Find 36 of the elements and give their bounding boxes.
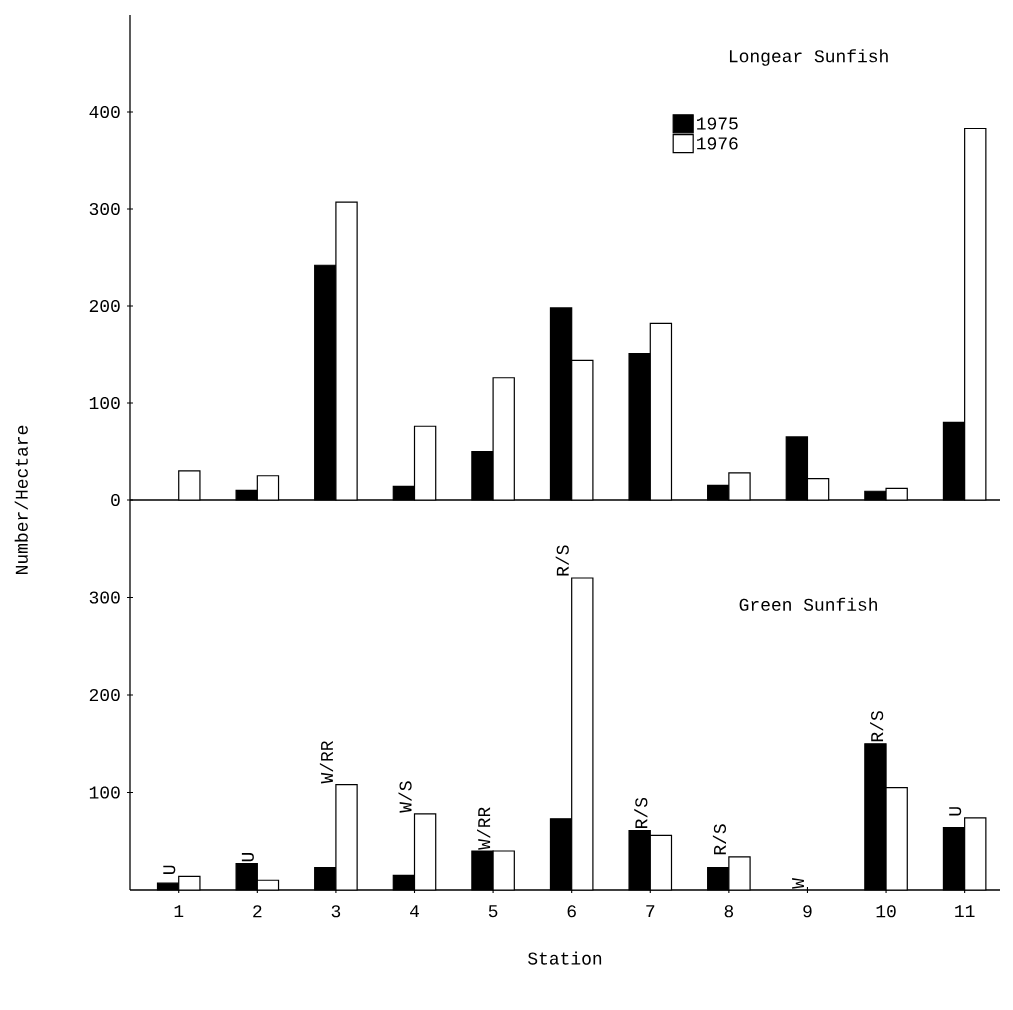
annotation: U xyxy=(241,852,254,862)
x-tick-label: 6 xyxy=(567,905,576,918)
x-tick-label: 9 xyxy=(803,905,812,918)
annotation: W/RR xyxy=(319,740,334,784)
x-tick-label: 2 xyxy=(253,905,262,918)
x-tick-label: 5 xyxy=(488,905,498,918)
annotation: R/S xyxy=(712,824,727,855)
y-tick-label: 400 xyxy=(89,105,120,119)
x-tick-label: 7 xyxy=(646,905,655,917)
x-tick-label: 1 xyxy=(174,905,184,917)
x-tick-label: 8 xyxy=(724,905,734,918)
annotation: R/S xyxy=(870,711,884,742)
y-tick-label: 100 xyxy=(89,396,120,410)
annotation: W/S xyxy=(398,781,412,813)
y-tick-label: 200 xyxy=(89,299,120,313)
annotation: R/S xyxy=(634,797,648,828)
y-tick-label: 0 xyxy=(111,493,120,507)
y-tick-label: 300 xyxy=(89,591,120,604)
annotation: W/RR xyxy=(477,807,491,850)
y-tick-label: 300 xyxy=(89,202,120,216)
x-tick-label: 11 xyxy=(955,905,975,917)
legend-label: 1975 xyxy=(697,117,738,130)
legend-label: 1976 xyxy=(697,137,738,150)
annotation: U xyxy=(163,865,176,874)
text: Longear Sunfish xyxy=(729,49,888,66)
y-tick-label: 200 xyxy=(89,688,120,702)
text: Green Sunfish xyxy=(739,597,877,611)
x-tick-label: 10 xyxy=(876,905,896,918)
y-axis-title: Number/Hectare xyxy=(14,425,28,574)
x-axis-title: Station xyxy=(528,951,602,965)
annotation: W xyxy=(792,878,804,889)
y-tick-label: 100 xyxy=(89,786,120,799)
x-tick-label: 3 xyxy=(331,905,341,918)
annotation: U xyxy=(949,807,962,816)
x-tick-label: 4 xyxy=(410,905,419,917)
annotation: R/S xyxy=(555,545,569,576)
